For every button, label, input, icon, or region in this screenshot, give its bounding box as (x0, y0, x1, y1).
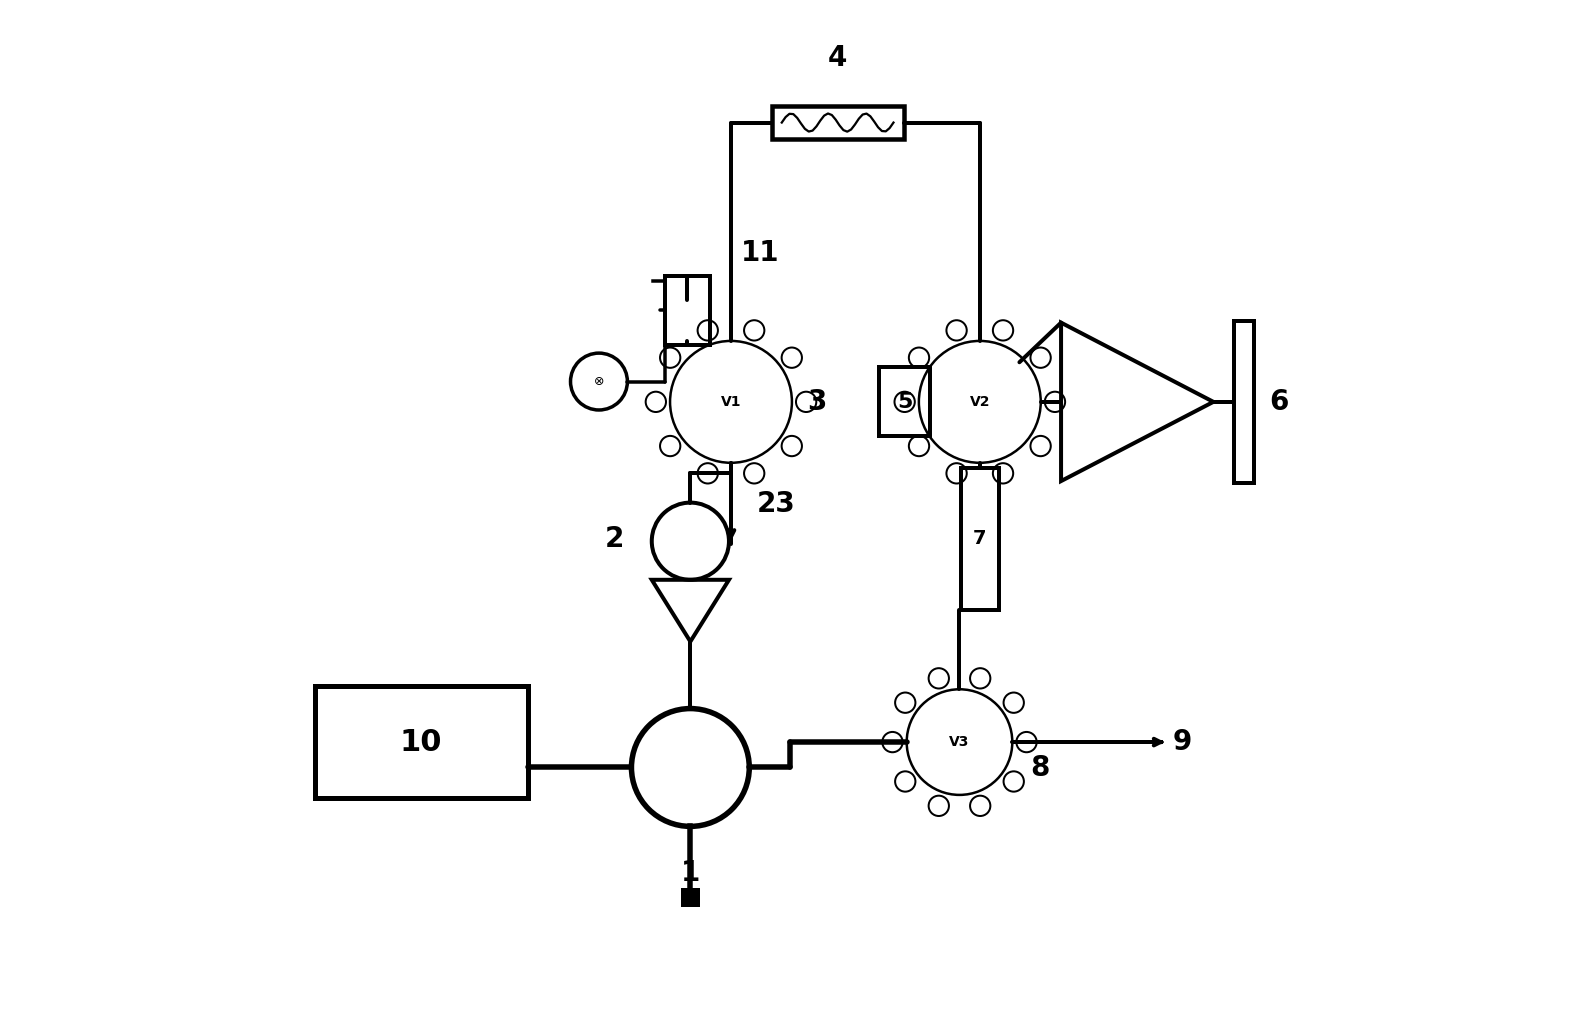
Circle shape (896, 693, 915, 713)
Text: 8: 8 (1031, 755, 1050, 782)
Circle shape (971, 795, 990, 816)
Circle shape (660, 348, 681, 368)
Bar (880, 367, 929, 436)
Bar (771, 107, 904, 138)
Circle shape (1004, 771, 1023, 791)
Text: 5: 5 (897, 392, 912, 412)
Circle shape (993, 463, 1014, 483)
Circle shape (894, 392, 915, 412)
Circle shape (947, 463, 966, 483)
Circle shape (929, 795, 948, 816)
Circle shape (698, 463, 717, 483)
Circle shape (929, 668, 948, 689)
Circle shape (660, 436, 681, 457)
Circle shape (1030, 436, 1050, 457)
Circle shape (646, 392, 666, 412)
Text: 11: 11 (741, 239, 779, 266)
Circle shape (883, 732, 902, 753)
Text: V1: V1 (720, 395, 741, 409)
Circle shape (781, 436, 802, 457)
Circle shape (781, 348, 802, 368)
Circle shape (744, 463, 765, 483)
Circle shape (1030, 348, 1050, 368)
Text: 23: 23 (757, 490, 795, 519)
Text: V2: V2 (969, 395, 990, 409)
Text: 3: 3 (807, 387, 827, 416)
Circle shape (971, 668, 990, 689)
Text: 9: 9 (1173, 728, 1192, 756)
Text: 6: 6 (1269, 387, 1288, 416)
Circle shape (947, 320, 966, 341)
Text: 4: 4 (827, 44, 848, 72)
Text: V3: V3 (950, 735, 969, 750)
Text: ⊗: ⊗ (593, 375, 604, 388)
Circle shape (909, 348, 929, 368)
Circle shape (1004, 693, 1023, 713)
Circle shape (744, 320, 765, 341)
Text: 10: 10 (400, 727, 443, 757)
Circle shape (909, 436, 929, 457)
Bar (314, 686, 528, 798)
Circle shape (1017, 732, 1036, 753)
Bar (961, 468, 999, 610)
Circle shape (795, 392, 816, 412)
Circle shape (1044, 392, 1065, 412)
Bar (681, 888, 700, 906)
Circle shape (896, 771, 915, 791)
Text: 1: 1 (681, 859, 700, 887)
Circle shape (698, 320, 717, 341)
Circle shape (993, 320, 1014, 341)
Text: 7: 7 (972, 530, 987, 548)
Text: 2: 2 (606, 525, 625, 553)
Bar (1234, 320, 1254, 483)
Bar (665, 276, 709, 345)
